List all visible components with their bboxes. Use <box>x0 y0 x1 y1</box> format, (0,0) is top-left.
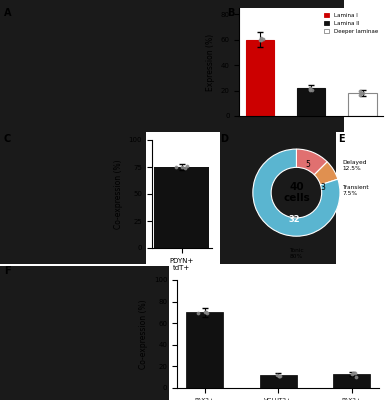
Point <box>182 164 188 171</box>
Bar <box>297 88 325 116</box>
Bar <box>260 375 296 388</box>
Point <box>357 90 364 96</box>
Wedge shape <box>253 149 340 236</box>
Bar <box>349 93 377 116</box>
Point <box>258 37 264 43</box>
Point <box>356 92 363 98</box>
Point <box>307 84 314 91</box>
Bar <box>246 40 274 116</box>
Text: 32: 32 <box>288 215 300 224</box>
Point <box>202 309 208 315</box>
Point <box>307 87 314 94</box>
Point <box>360 90 366 97</box>
Point <box>350 370 356 376</box>
Point <box>273 372 280 378</box>
Point <box>307 86 314 92</box>
Point <box>276 373 282 379</box>
Text: 3: 3 <box>320 183 325 192</box>
Text: 5: 5 <box>305 160 310 169</box>
Text: Tonic
80%: Tonic 80% <box>289 248 304 259</box>
Text: A: A <box>4 8 11 18</box>
Text: F: F <box>4 266 11 276</box>
Point <box>256 37 263 43</box>
Bar <box>154 167 209 248</box>
Point <box>194 310 201 316</box>
Wedge shape <box>296 149 327 175</box>
Text: Transient
7.5%: Transient 7.5% <box>342 185 369 196</box>
Point <box>260 36 266 42</box>
Point <box>258 34 265 41</box>
Point <box>276 372 282 379</box>
Text: E: E <box>338 134 345 144</box>
Text: B: B <box>228 8 235 18</box>
Point <box>173 164 179 170</box>
Text: C: C <box>4 134 11 144</box>
Point <box>204 310 210 316</box>
Point <box>309 87 315 94</box>
Point <box>184 163 190 170</box>
Point <box>203 308 209 315</box>
Text: 40
cells: 40 cells <box>283 182 310 204</box>
Point <box>353 374 359 380</box>
Bar <box>333 374 370 388</box>
Y-axis label: Co-expression (%): Co-expression (%) <box>114 159 123 229</box>
Bar <box>186 312 223 388</box>
Point <box>277 372 283 379</box>
Text: Delayed
12.5%: Delayed 12.5% <box>342 160 367 171</box>
Y-axis label: Expression (%): Expression (%) <box>206 34 215 90</box>
Point <box>352 370 358 376</box>
Point <box>357 88 364 94</box>
Y-axis label: Co-expression (%): Co-expression (%) <box>139 299 148 369</box>
Point <box>349 371 355 377</box>
Text: D: D <box>220 134 228 144</box>
Point <box>179 164 185 170</box>
Wedge shape <box>314 162 338 185</box>
Legend: Lamina I, Lamina II, Deeper laminae: Lamina I, Lamina II, Deeper laminae <box>322 11 380 36</box>
